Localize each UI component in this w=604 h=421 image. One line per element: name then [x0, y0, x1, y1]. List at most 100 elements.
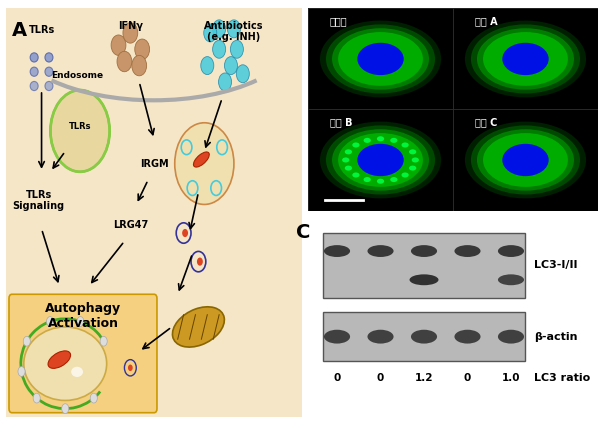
Bar — [323, 233, 525, 298]
Circle shape — [132, 56, 147, 76]
Bar — [308, 8, 453, 109]
Text: 1.2: 1.2 — [415, 373, 433, 383]
Text: TLRs: TLRs — [69, 123, 91, 131]
Text: 약제 C: 약제 C — [475, 117, 497, 128]
Ellipse shape — [471, 125, 580, 195]
Circle shape — [47, 317, 54, 326]
Circle shape — [402, 142, 409, 147]
Circle shape — [364, 138, 371, 143]
Text: LC3 ratio: LC3 ratio — [534, 373, 591, 383]
Text: IFNγ: IFNγ — [118, 21, 143, 31]
Circle shape — [90, 393, 97, 403]
Circle shape — [409, 165, 416, 171]
Text: 무잘리: 무잘리 — [330, 16, 347, 27]
Circle shape — [213, 20, 226, 38]
Ellipse shape — [483, 133, 568, 187]
FancyBboxPatch shape — [3, 4, 305, 421]
Circle shape — [197, 258, 203, 266]
Circle shape — [236, 65, 249, 83]
Text: 약제 A: 약제 A — [475, 16, 497, 27]
Circle shape — [377, 179, 384, 184]
Ellipse shape — [193, 152, 209, 167]
Circle shape — [111, 35, 126, 56]
Ellipse shape — [411, 330, 437, 344]
Circle shape — [390, 177, 397, 182]
Ellipse shape — [338, 32, 423, 86]
Circle shape — [225, 56, 237, 75]
Ellipse shape — [358, 144, 403, 176]
Circle shape — [412, 157, 419, 163]
Circle shape — [402, 173, 409, 178]
Circle shape — [18, 367, 25, 376]
Circle shape — [33, 393, 40, 403]
Ellipse shape — [498, 274, 524, 285]
Text: A: A — [12, 21, 27, 40]
Ellipse shape — [411, 245, 437, 257]
Text: 1.0: 1.0 — [502, 373, 520, 383]
Ellipse shape — [332, 129, 429, 191]
Text: LRG47: LRG47 — [113, 220, 148, 230]
Ellipse shape — [477, 129, 574, 191]
Ellipse shape — [454, 330, 481, 344]
Ellipse shape — [30, 67, 38, 76]
Circle shape — [228, 20, 240, 38]
Ellipse shape — [30, 53, 38, 62]
Ellipse shape — [48, 351, 71, 368]
Circle shape — [345, 149, 352, 155]
Circle shape — [175, 123, 234, 205]
Ellipse shape — [324, 245, 350, 257]
Circle shape — [230, 40, 243, 58]
Ellipse shape — [367, 245, 394, 257]
Text: 0: 0 — [333, 373, 341, 383]
Ellipse shape — [477, 28, 574, 90]
Circle shape — [62, 404, 69, 413]
Circle shape — [128, 365, 133, 371]
FancyBboxPatch shape — [9, 294, 157, 413]
Circle shape — [213, 40, 226, 58]
Circle shape — [135, 39, 150, 59]
Bar — [453, 8, 598, 109]
Circle shape — [390, 138, 397, 143]
Ellipse shape — [465, 122, 586, 198]
Text: β-actin: β-actin — [534, 332, 577, 342]
Ellipse shape — [320, 21, 441, 97]
Ellipse shape — [24, 327, 107, 400]
Ellipse shape — [498, 330, 524, 344]
Ellipse shape — [173, 307, 224, 347]
Circle shape — [352, 173, 359, 178]
Ellipse shape — [367, 330, 394, 344]
Ellipse shape — [471, 24, 580, 93]
Ellipse shape — [454, 245, 481, 257]
Circle shape — [117, 51, 132, 72]
Ellipse shape — [324, 330, 350, 344]
Ellipse shape — [465, 21, 586, 97]
Ellipse shape — [410, 274, 439, 285]
Text: TLRs: TLRs — [28, 25, 55, 35]
Text: TLRs
Signaling: TLRs Signaling — [13, 189, 65, 211]
Circle shape — [77, 317, 84, 326]
Circle shape — [345, 165, 352, 171]
Text: LC3-I/II: LC3-I/II — [534, 261, 577, 270]
Ellipse shape — [45, 53, 53, 62]
Circle shape — [409, 149, 416, 155]
Ellipse shape — [483, 32, 568, 86]
Text: Endosome: Endosome — [51, 71, 103, 80]
Ellipse shape — [326, 125, 435, 195]
Circle shape — [123, 23, 138, 43]
Ellipse shape — [30, 81, 38, 91]
Circle shape — [219, 73, 231, 91]
Ellipse shape — [326, 24, 435, 93]
Ellipse shape — [320, 122, 441, 198]
Ellipse shape — [338, 133, 423, 187]
Text: 약제 B: 약제 B — [330, 117, 352, 128]
Ellipse shape — [358, 43, 403, 75]
Circle shape — [23, 336, 30, 346]
Bar — [453, 109, 598, 210]
Circle shape — [100, 336, 108, 346]
Text: 0: 0 — [464, 373, 471, 383]
Circle shape — [342, 157, 349, 163]
Bar — [308, 109, 453, 210]
Ellipse shape — [71, 367, 83, 377]
Ellipse shape — [503, 144, 548, 176]
Bar — [323, 312, 525, 361]
